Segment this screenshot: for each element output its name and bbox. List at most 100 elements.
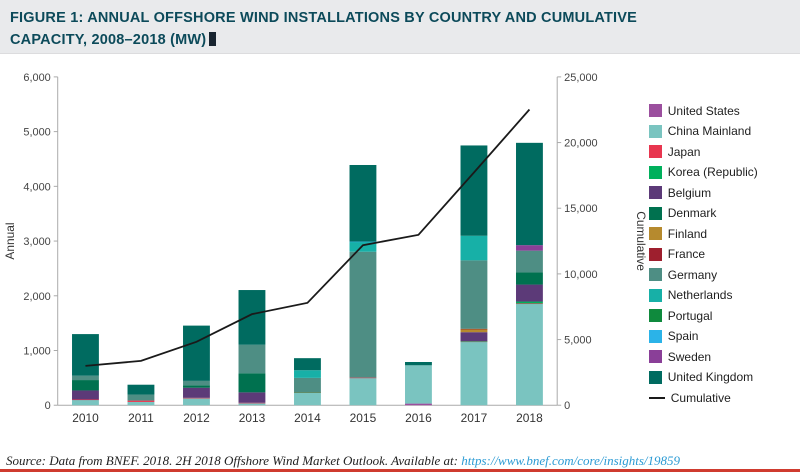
left-tick-label: 5,000 bbox=[23, 127, 50, 139]
bar-segment-united-kingdom bbox=[405, 362, 432, 366]
legend-item-spain: Spain bbox=[648, 329, 796, 343]
figure-title-line2: CAPACITY, 2008–2018 (MW) bbox=[10, 31, 207, 48]
bar-segment-china-mainland bbox=[183, 398, 210, 406]
left-tick-label: 4,000 bbox=[23, 181, 50, 193]
legend-label: Sweden bbox=[667, 349, 712, 364]
right-tick-label: 0 bbox=[564, 400, 570, 412]
legend-label: United Kingdom bbox=[667, 370, 754, 384]
bar-segment-netherlands bbox=[349, 241, 377, 252]
bar-segment-netherlands bbox=[294, 370, 321, 378]
bar-segment-china-mainland bbox=[238, 403, 266, 406]
bar-segment-belgium bbox=[238, 392, 266, 403]
legend-label: France bbox=[667, 247, 706, 261]
legend-item-united-states: United States bbox=[648, 103, 796, 118]
legend-item-belgium: Belgium bbox=[648, 185, 796, 200]
x-tick-label: 2014 bbox=[294, 411, 321, 425]
legend-color-swatch bbox=[648, 329, 662, 343]
legend-item-finland: Finland bbox=[648, 227, 796, 241]
legend-item-france: France bbox=[648, 247, 796, 261]
legend-color-swatch bbox=[648, 186, 662, 199]
bar-segment-belgium bbox=[183, 387, 210, 398]
left-tick-label: 1,000 bbox=[23, 345, 50, 357]
bar-segment-united-kingdom bbox=[72, 334, 99, 376]
legend-color-swatch bbox=[648, 247, 662, 261]
bar-segment-germany bbox=[183, 380, 210, 386]
source-line: Source: Data from BNEF. 2018. 2H 2018 Of… bbox=[0, 450, 800, 469]
bar-segment-china-mainland bbox=[72, 399, 99, 406]
bar-segment-belgium bbox=[460, 332, 488, 342]
x-tick-label: 2015 bbox=[350, 411, 377, 425]
bar-segment-france bbox=[460, 328, 488, 330]
legend-label: Germany bbox=[667, 267, 718, 282]
bar-segment-japan bbox=[349, 377, 377, 379]
right-tick-label: 5,000 bbox=[564, 335, 591, 347]
legend-label: Denmark bbox=[667, 206, 717, 220]
bar-segment-japan bbox=[516, 303, 543, 305]
chart-canvas: 0 1,000 2,000 3,000 4,000 5,000 6,000 0 5,000 10,… bbox=[3, 72, 648, 425]
legend-line-swatch bbox=[648, 396, 665, 399]
chart-legend: United States China Mainland Japan Korea (R… bbox=[648, 58, 800, 450]
legend-label: Japan bbox=[667, 144, 701, 159]
legend-label: Netherlands bbox=[667, 288, 733, 302]
figure-title-line1: FIGURE 1: ANNUAL OFFSHORE WIND INSTALLAT… bbox=[10, 10, 638, 26]
cumulative-line bbox=[85, 108, 531, 367]
bar-segment-spain bbox=[349, 241, 377, 243]
chart-area: 0 1,000 2,000 3,000 4,000 5,000 6,000 0 5,000 10,… bbox=[0, 54, 800, 450]
bar-segment-germany bbox=[72, 375, 99, 381]
figure-title-banner: FIGURE 1: ANNUAL OFFSHORE WIND INSTALLAT… bbox=[0, 0, 800, 54]
legend-color-swatch bbox=[648, 165, 662, 179]
x-tick-label: 2017 bbox=[461, 411, 488, 425]
legend-color-swatch bbox=[648, 104, 662, 117]
source-link[interactable]: https://www.bnef.com/core/insights/19859 bbox=[461, 453, 681, 468]
bar-segment-korea-republic bbox=[460, 341, 488, 342]
cursor-block bbox=[209, 31, 217, 46]
legend-color-swatch bbox=[648, 268, 662, 281]
bar-segment-germany bbox=[516, 250, 543, 273]
bar-segment-japan bbox=[127, 400, 155, 402]
legend-color-swatch bbox=[648, 309, 662, 322]
bar-segment-germany bbox=[127, 394, 155, 401]
bar-segment-germany bbox=[460, 260, 488, 329]
legend-label: United States bbox=[667, 103, 740, 118]
legend-label: Spain bbox=[667, 329, 699, 343]
bar-segment-germany bbox=[349, 251, 377, 378]
right-tick-label: 15,000 bbox=[564, 203, 597, 215]
legend-label: China Mainland bbox=[667, 124, 752, 138]
bar-segment-japan bbox=[72, 399, 99, 401]
bar-segment-finland bbox=[460, 328, 488, 333]
bar-segment-united-kingdom bbox=[516, 142, 543, 246]
legend-label: Belgium bbox=[667, 185, 712, 200]
legend-label: Cumulative bbox=[670, 390, 731, 405]
bar-segment-china-mainland bbox=[127, 401, 155, 406]
bar-segment-germany bbox=[238, 344, 266, 374]
x-tick-label: 2016 bbox=[405, 411, 432, 425]
figure-title: FIGURE 1: ANNUAL OFFSHORE WIND INSTALLAT… bbox=[10, 8, 788, 52]
bar-segment-united-kingdom bbox=[238, 290, 266, 345]
x-tick-label: 2010 bbox=[72, 411, 99, 425]
legend-item-korea-republic: Korea (Republic) bbox=[648, 165, 796, 179]
bar-segment-united-states bbox=[405, 403, 432, 406]
bar-segment-denmark bbox=[238, 373, 266, 393]
left-tick-label: 6,000 bbox=[23, 72, 50, 84]
bar-segment-sweden bbox=[516, 245, 543, 251]
legend-color-swatch bbox=[648, 370, 662, 384]
legend-color-swatch bbox=[648, 145, 662, 158]
bar-segment-china-mainland bbox=[516, 303, 543, 406]
bar-segment-china-mainland bbox=[294, 392, 321, 406]
bar-segment-korea-republic bbox=[516, 301, 543, 304]
bar-segment-denmark bbox=[72, 380, 99, 391]
bar-segment-united-kingdom bbox=[349, 164, 377, 242]
x-tick-label: 2011 bbox=[128, 411, 154, 425]
bar-segment-japan bbox=[183, 397, 210, 399]
source-report-title: 2H 2018 Offshore Wind Market Outlook bbox=[175, 453, 385, 468]
x-tick-label: 2018 bbox=[516, 411, 543, 425]
legend-color-swatch bbox=[648, 206, 662, 220]
bar-segment-korea-republic bbox=[294, 392, 321, 393]
bar-segment-belgium bbox=[72, 390, 99, 400]
right-tick-label: 25,000 bbox=[564, 72, 597, 84]
legend-item-germany: Germany bbox=[648, 267, 796, 282]
legend-item-japan: Japan bbox=[648, 144, 796, 159]
left-tick-label: 3,000 bbox=[23, 236, 50, 248]
bar-segment-united-kingdom bbox=[460, 145, 488, 236]
